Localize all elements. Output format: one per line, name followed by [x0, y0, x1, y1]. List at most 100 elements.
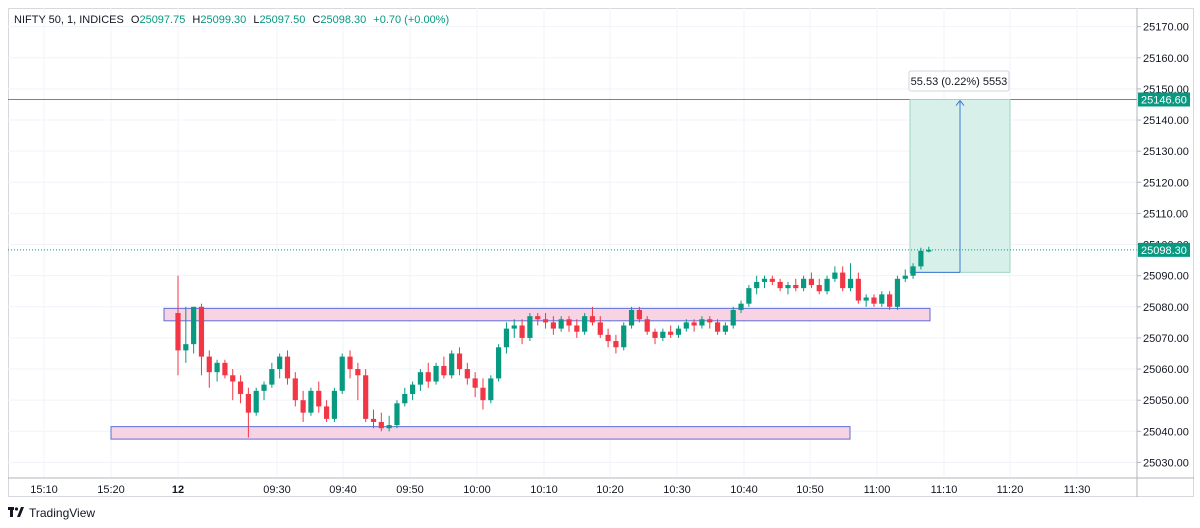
candle-body: [714, 322, 721, 332]
candle: [253, 387, 259, 416]
candle: [660, 328, 666, 342]
x-tick-label: 12: [172, 484, 184, 496]
candle: [402, 387, 408, 407]
candle: [363, 369, 369, 422]
candle: [605, 328, 611, 348]
long-position-tool[interactable]: 55.53 (0.22%) 5553: [8, 70, 1137, 273]
candle: [730, 306, 736, 329]
x-tick-label: 09:30: [263, 484, 291, 496]
candle-body: [284, 356, 291, 379]
candle-body: [597, 322, 603, 335]
time-axis[interactable]: 15:10 15:20 12 09:30 09:40 09:50 10:00 10:10 10:…: [8, 477, 1194, 496]
candle: [722, 322, 728, 335]
low-label: L: [253, 14, 260, 26]
chart-frame: [8, 8, 1194, 497]
candle: [816, 278, 822, 295]
candle: [613, 334, 619, 354]
candle-body: [191, 306, 197, 345]
candle-body: [542, 319, 549, 323]
candle: [347, 350, 353, 379]
change-value: +0.70 (+0.00%): [373, 14, 450, 26]
x-tick-label: 10:50: [796, 484, 824, 496]
x-tick-label: 10:30: [663, 484, 691, 496]
price-axis[interactable]: 25170.0025160.0025150.0025140.0025130.00…: [1136, 8, 1190, 497]
candle: [245, 387, 251, 438]
candle: [511, 319, 517, 338]
candle: [535, 313, 541, 326]
candle: [339, 353, 345, 394]
y-tick-label: 25140.00: [1143, 115, 1189, 127]
candle-body: [433, 365, 439, 382]
last-price-tag[interactable]: 25098.30: [1138, 242, 1190, 257]
candle-body: [206, 356, 212, 373]
candle-body: [777, 281, 783, 289]
tradingview-footer[interactable]: TradingView: [8, 506, 95, 520]
target-price-tag-text: 25146.60: [1141, 95, 1187, 107]
candle-body: [926, 249, 932, 252]
candle: [323, 400, 330, 422]
y-tick-label: 25060.00: [1143, 364, 1189, 376]
y-tick-label: 25170.00: [1143, 22, 1189, 34]
candle: [355, 362, 361, 401]
candle: [777, 278, 783, 292]
candle-body: [464, 369, 470, 379]
x-tick-label: 15:20: [97, 484, 125, 496]
candle: [761, 275, 768, 289]
candle-body: [628, 309, 635, 326]
candle-body: [574, 325, 580, 332]
candle-body: [378, 421, 384, 429]
candle: [417, 369, 424, 391]
candle: [394, 400, 400, 429]
zone-rectangle[interactable]: [110, 426, 851, 440]
candle-body: [511, 325, 517, 329]
candle: [769, 275, 775, 286]
candle: [503, 322, 510, 354]
candle-body: [636, 309, 642, 320]
candle: [175, 275, 181, 376]
candle: [793, 278, 799, 292]
candle-body: [456, 353, 463, 370]
candle-body: [918, 250, 924, 267]
candle-body: [323, 406, 330, 419]
candle-body: [316, 390, 322, 407]
candle: [230, 369, 236, 401]
candle-body: [660, 331, 666, 338]
candle: [425, 362, 431, 388]
candle-body: [801, 278, 807, 289]
candle: [496, 344, 502, 382]
candle: [621, 322, 627, 351]
x-tick-label: 11:20: [997, 484, 1024, 496]
candle: [894, 275, 901, 310]
candle-body: [402, 393, 408, 404]
candle: [237, 375, 244, 404]
candle: [269, 362, 275, 388]
candle-body: [370, 418, 377, 422]
candle-body: [394, 403, 400, 426]
candle: [918, 247, 924, 270]
measure-arrow-head-icon: [955, 99, 965, 106]
candle-body: [824, 278, 830, 292]
candle-body: [277, 356, 283, 370]
close-value: 25098.30: [320, 14, 367, 26]
support-resistance-zones[interactable]: [110, 307, 931, 440]
candle-body: [386, 425, 392, 429]
x-tick-label: 09:50: [396, 484, 424, 496]
open-value: 25097.75: [139, 14, 186, 26]
candle-body: [472, 378, 478, 388]
candle-body: [887, 294, 893, 307]
symbol-name: NIFTY 50, 1, INDICES: [14, 14, 124, 26]
zone-rectangle[interactable]: [163, 307, 931, 322]
candle-body: [652, 331, 658, 338]
candle: [785, 281, 791, 295]
candle-body: [707, 319, 713, 323]
candle-body: [558, 319, 564, 329]
candle: [699, 316, 705, 329]
candle-body: [879, 294, 885, 304]
candle-body: [245, 393, 251, 413]
candle-body: [589, 316, 596, 323]
y-tick-label: 25090.00: [1143, 271, 1189, 283]
candle-body: [832, 272, 838, 279]
target-price-tag[interactable]: 25146.60: [1138, 92, 1190, 107]
y-tick-label: 25050.00: [1143, 395, 1189, 407]
